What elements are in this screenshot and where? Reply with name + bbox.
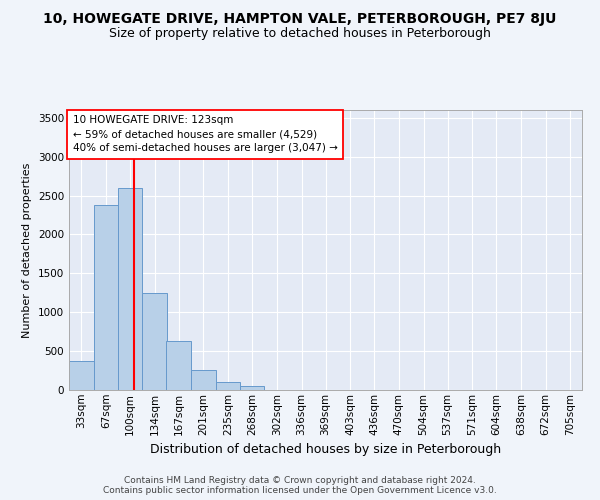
Bar — [191, 370, 216, 390]
Text: Contains HM Land Registry data © Crown copyright and database right 2024.
Contai: Contains HM Land Registry data © Crown c… — [103, 476, 497, 495]
Bar — [94, 205, 118, 390]
Text: 10 HOWEGATE DRIVE: 123sqm
← 59% of detached houses are smaller (4,529)
40% of se: 10 HOWEGATE DRIVE: 123sqm ← 59% of detac… — [73, 116, 338, 154]
X-axis label: Distribution of detached houses by size in Peterborough: Distribution of detached houses by size … — [150, 443, 501, 456]
Bar — [216, 382, 241, 390]
Bar — [118, 188, 142, 390]
Bar — [240, 386, 265, 390]
Bar — [166, 340, 191, 390]
Bar — [69, 361, 94, 390]
Bar — [142, 293, 167, 390]
Text: Size of property relative to detached houses in Peterborough: Size of property relative to detached ho… — [109, 28, 491, 40]
Text: 10, HOWEGATE DRIVE, HAMPTON VALE, PETERBOROUGH, PE7 8JU: 10, HOWEGATE DRIVE, HAMPTON VALE, PETERB… — [43, 12, 557, 26]
Y-axis label: Number of detached properties: Number of detached properties — [22, 162, 32, 338]
